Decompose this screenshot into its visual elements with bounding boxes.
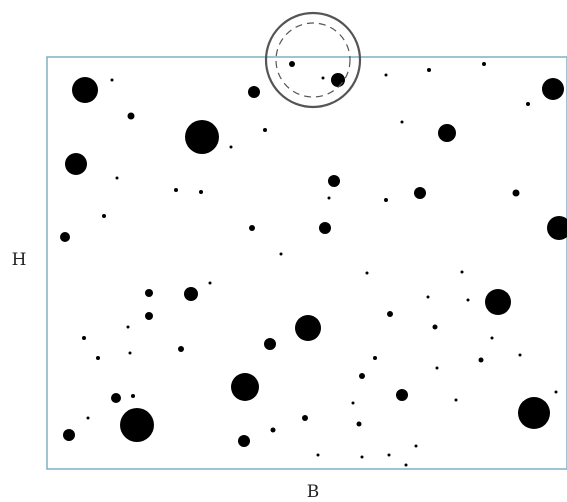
particle — [485, 289, 511, 315]
particle — [248, 86, 260, 98]
particle — [65, 153, 87, 175]
particle — [328, 175, 340, 187]
particle — [131, 394, 135, 398]
particle — [387, 453, 391, 457]
particle — [542, 78, 564, 100]
particle — [373, 356, 377, 360]
particle — [126, 325, 130, 329]
particle — [435, 366, 439, 370]
particle — [145, 312, 153, 320]
particle — [384, 198, 388, 202]
particle — [279, 252, 283, 256]
particle — [554, 390, 558, 394]
particle — [110, 78, 114, 82]
magnifier-outer-circle — [264, 11, 362, 109]
particle — [111, 393, 121, 403]
particle — [86, 416, 90, 420]
particle — [63, 429, 75, 441]
particle — [438, 124, 456, 142]
particle — [400, 120, 404, 124]
particle — [384, 73, 388, 77]
particle — [518, 353, 522, 357]
specimen-frame — [46, 56, 567, 470]
particle — [120, 408, 154, 442]
particle — [331, 73, 345, 87]
magnifier-dashed-circle — [275, 22, 351, 98]
particle — [396, 389, 408, 401]
particle — [208, 281, 212, 285]
particle — [263, 128, 267, 132]
particle — [128, 351, 132, 355]
particle — [238, 435, 250, 447]
particle — [356, 421, 362, 427]
particle — [127, 112, 135, 120]
particle — [359, 373, 365, 379]
particle — [270, 427, 276, 433]
particle — [432, 324, 438, 330]
particle — [321, 76, 325, 80]
particle — [60, 232, 70, 242]
particle — [482, 62, 486, 66]
particle — [351, 401, 355, 405]
particle — [404, 463, 408, 467]
height-label: H — [12, 250, 27, 270]
particle — [178, 346, 184, 352]
width-label: B — [307, 482, 320, 502]
particle — [302, 415, 308, 421]
particle — [82, 336, 86, 340]
particle — [72, 77, 98, 103]
particle — [526, 102, 530, 106]
particle — [478, 357, 484, 363]
particle — [249, 225, 255, 231]
particle — [327, 196, 331, 200]
particle — [512, 189, 520, 197]
particle — [466, 298, 470, 302]
particle — [184, 287, 198, 301]
particle — [518, 397, 550, 429]
particle — [365, 271, 369, 275]
particle — [199, 190, 203, 194]
particle — [360, 455, 364, 459]
particle — [460, 270, 464, 274]
particle — [426, 295, 430, 299]
particle — [387, 311, 393, 317]
particle — [316, 453, 320, 457]
particle — [319, 222, 331, 234]
particle — [414, 444, 418, 448]
particle — [231, 373, 259, 401]
particle — [102, 214, 106, 218]
particle — [427, 68, 431, 72]
particle — [289, 61, 295, 67]
particle — [115, 176, 119, 180]
particle — [547, 216, 567, 240]
particle — [229, 145, 233, 149]
magnifier-lens — [264, 11, 362, 109]
particle — [185, 120, 219, 154]
particle — [490, 336, 494, 340]
particle — [295, 315, 321, 341]
particle — [96, 356, 100, 360]
particle — [264, 338, 276, 350]
particle — [174, 188, 178, 192]
particle — [145, 289, 153, 297]
particle-field — [60, 61, 567, 467]
particle — [414, 187, 426, 199]
particle — [454, 398, 458, 402]
